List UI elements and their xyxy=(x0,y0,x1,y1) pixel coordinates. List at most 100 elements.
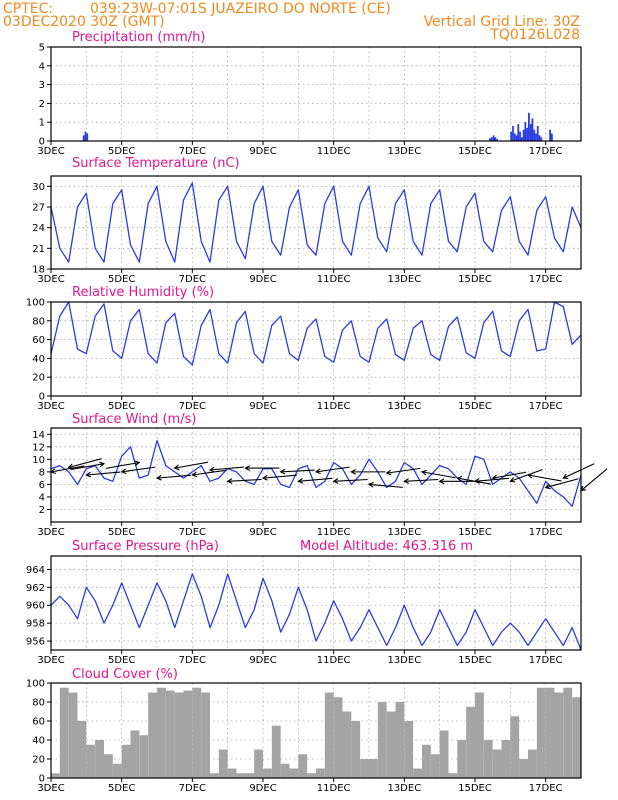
wind-arrow xyxy=(191,469,227,478)
cloud-cover-bar xyxy=(351,721,361,778)
humidity-frame xyxy=(50,301,582,397)
wind-ytick-label: 4 xyxy=(39,492,45,503)
wind-arrow xyxy=(544,478,579,490)
temperature-title: Surface Temperature (nC) xyxy=(72,156,240,171)
pressure-ytick-label: 960 xyxy=(26,601,45,612)
precipitation-xtick-label: 5DEC xyxy=(108,146,135,157)
wind-arrow xyxy=(67,458,102,470)
wind-arrow-head xyxy=(155,474,162,481)
wind-arrow-head xyxy=(191,471,198,478)
humidity-xtick-label: 9DEC xyxy=(249,401,276,412)
wind-arrow-shaft xyxy=(174,461,209,469)
cloud-cover-bar xyxy=(413,768,422,778)
pressure-xtick-label: 9DEC xyxy=(249,655,276,666)
wind-arrow xyxy=(70,461,106,471)
cloud-cover-bar xyxy=(377,702,387,778)
wind-arrow-shaft xyxy=(280,469,315,473)
wind-arrow xyxy=(350,468,386,475)
wind-arrow-head xyxy=(244,465,250,471)
wind-arrow xyxy=(438,478,474,485)
cloud-cover-bar xyxy=(483,740,493,778)
precipitation-bar xyxy=(529,124,532,141)
precipitation-bar xyxy=(84,131,87,141)
humidity-ytick-label: 60 xyxy=(32,335,45,346)
wind-arrow xyxy=(314,466,350,475)
precipitation-bar xyxy=(512,125,514,141)
cloud-cover-xtick-label: 5DEC xyxy=(108,783,135,794)
wind-arrow xyxy=(155,474,191,481)
wind-arrow xyxy=(509,469,543,483)
wind-arrow-head xyxy=(473,478,480,484)
wind-arrow-head xyxy=(208,466,215,473)
precipitation-bar xyxy=(489,138,491,141)
cloud-cover-ytick-label: 100 xyxy=(26,679,45,690)
wind-xtick-label: 7DEC xyxy=(179,527,206,538)
cloud-cover-bar xyxy=(51,773,60,778)
cloud-cover-bar xyxy=(307,773,316,778)
precipitation-xtick-label: 9DEC xyxy=(249,146,276,157)
pressure-xtick-label: 3DEC xyxy=(37,655,64,666)
pressure-xtick-label: 5DEC xyxy=(108,655,135,666)
humidity-xtick-label: 7DEC xyxy=(179,401,206,412)
wind-arrow xyxy=(420,469,456,479)
cloud-cover-title: Cloud Cover (%) xyxy=(72,667,178,682)
wind-ytick-label: 10 xyxy=(32,455,45,466)
cloud-cover-bar xyxy=(95,740,104,778)
cloud-cover-bar xyxy=(528,749,537,778)
cloud-cover-xtick-label: 9DEC xyxy=(249,783,276,794)
humidity-xtick-label: 15DEC xyxy=(458,401,492,412)
humidity-xtick-label: 17DEC xyxy=(529,401,563,412)
temperature-frame xyxy=(50,175,582,270)
cloud-cover-bar xyxy=(572,697,581,778)
cloud-cover-xtick-label: 11DEC xyxy=(317,783,351,794)
pressure-frame xyxy=(50,555,582,651)
pressure-series-line xyxy=(50,573,582,651)
wind-arrow xyxy=(473,477,509,484)
cloud-cover-ytick-label: 80 xyxy=(32,698,45,709)
wind-arrow xyxy=(367,481,403,488)
wind-frame xyxy=(50,427,582,523)
wind-arrow-shaft xyxy=(70,463,105,471)
precipitation-bar xyxy=(517,124,520,141)
cloud-cover-bar xyxy=(130,730,140,778)
cloud-cover-bar xyxy=(148,692,157,778)
precipitation-bar xyxy=(549,129,551,141)
pressure-title: Surface Pressure (hPa) xyxy=(72,539,219,554)
pressure-xtick-label: 11DEC xyxy=(317,655,351,666)
wind-arrow-head xyxy=(279,468,286,475)
pressure-xtick-label: 13DEC xyxy=(387,655,421,666)
pressure-xtick-label: 17DEC xyxy=(529,655,563,666)
precipitation-title: Precipitation (mm/h) xyxy=(72,30,205,45)
cloud-cover-ytick-label: 20 xyxy=(32,755,45,766)
precipitation-bar xyxy=(515,135,518,141)
wind-arrow-head xyxy=(544,483,551,490)
pressure-ytick-label: 958 xyxy=(26,619,45,630)
wind-arrow-head xyxy=(562,473,569,480)
cloud-cover-bar xyxy=(263,768,272,778)
header-source: CPTEC: xyxy=(3,1,53,17)
wind-arrow-shaft xyxy=(105,461,140,469)
temperature-ytick-label: 27 xyxy=(32,203,45,214)
cloud-cover-bar xyxy=(298,754,308,778)
temperature-xtick-label: 5DEC xyxy=(108,274,135,285)
precipitation-frame xyxy=(50,46,582,142)
cloud-cover-bar xyxy=(271,725,281,778)
cloud-cover-bar xyxy=(245,773,255,778)
cloud-cover-bar xyxy=(422,744,431,778)
pressure-xtick-label: 7DEC xyxy=(179,655,206,666)
precipitation-panel: 0 1 2 3 4 5 3DEC 5DEC 7DEC 9DEC 11DEC 13DEC 15DEC 17D… xyxy=(37,43,582,157)
header-model: TQ0126L028 xyxy=(489,27,580,43)
wind-arrow-shaft xyxy=(156,474,191,479)
wind-arrow xyxy=(85,471,121,478)
wind-ytick-label: 2 xyxy=(39,505,45,516)
cloud-cover-bar xyxy=(554,692,564,778)
cloud-cover-bar xyxy=(501,740,511,778)
humidity-xtick-label: 13DEC xyxy=(387,401,421,412)
wind-ytick-label: 12 xyxy=(32,442,45,453)
humidity-ytick-label: 80 xyxy=(32,316,45,327)
precipitation-bar xyxy=(531,118,534,141)
cloud-cover-bar xyxy=(227,768,237,778)
cloud-cover-bar xyxy=(342,711,352,778)
precipitation-bar xyxy=(520,137,523,141)
wind-arrow-head xyxy=(403,478,410,484)
